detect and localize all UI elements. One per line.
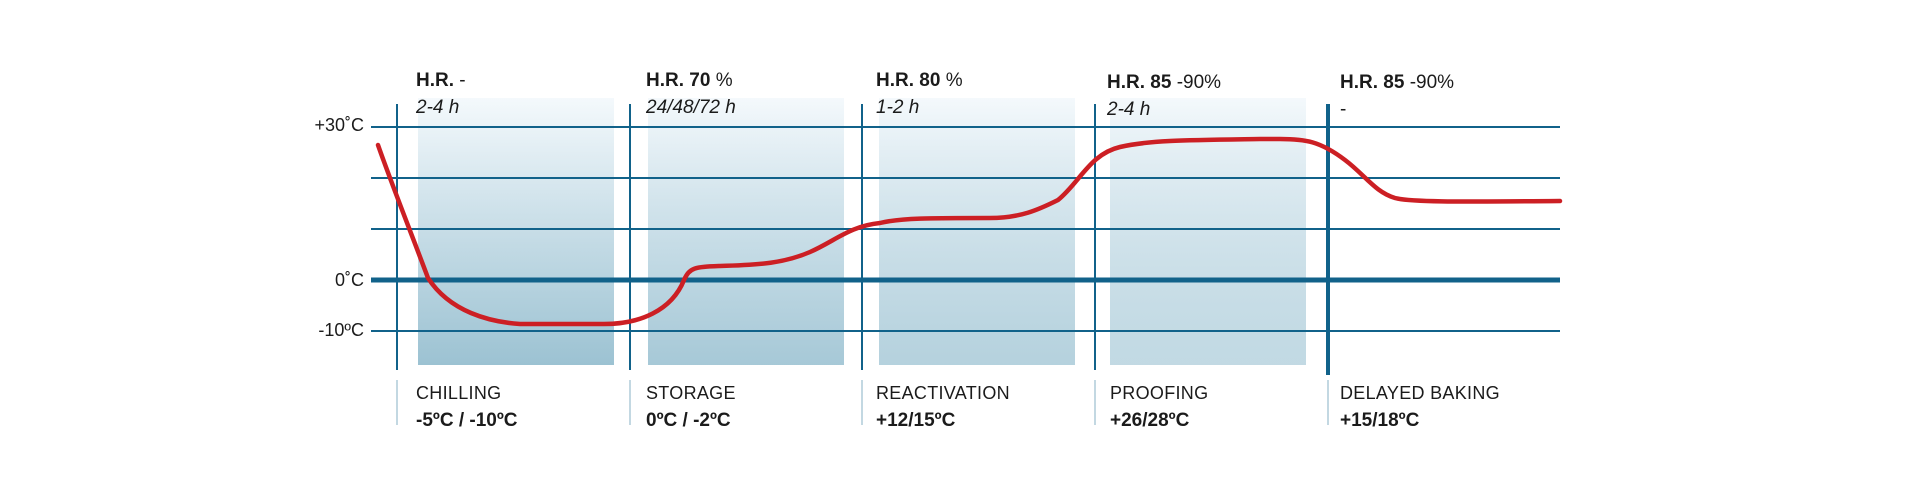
temperature-gridlines — [371, 126, 1560, 332]
phase-storage-humidity: H.R. 70 % — [646, 70, 733, 92]
phase-proofing-duration: 2-4 h — [1107, 99, 1151, 120]
temperature-curve — [375, 136, 1563, 327]
phase-chilling-humidity-label: H.R. — [416, 70, 454, 91]
phase-delayed-baking-humidity-label: H.R. 85 — [1340, 72, 1405, 93]
phase-delayed-baking-humidity: H.R. 85 -90% — [1340, 72, 1454, 94]
phase-proofing-temperature: +26/28ºC — [1110, 410, 1190, 431]
phase-delayed-baking-humidity-value: -90% — [1409, 72, 1455, 93]
phase-delayed-baking-temperature: +15/18ºC — [1340, 410, 1420, 431]
phase-reactivation-shade — [879, 98, 1075, 365]
phase-reactivation-humidity: H.R. 80 % — [876, 70, 963, 92]
phase-delayed-baking-duration: - — [1340, 99, 1347, 120]
phase-reactivation-humidity-value: % — [945, 70, 963, 91]
phase-storage-humidity-label: H.R. 70 — [646, 70, 711, 91]
phase-storage-temperature: 0ºC / -2ºC — [646, 410, 731, 431]
phase-chilling-duration: 2-4 h — [416, 97, 460, 118]
phase-shading — [418, 98, 1306, 365]
phase-proofing-name: PROOFING — [1110, 383, 1209, 403]
phase-chilling-humidity-value: - — [459, 70, 466, 91]
phase-delayed-baking-name: DELAYED BAKING — [1340, 383, 1500, 403]
phase-chilling-temperature: -5ºC / -10ºC — [416, 410, 518, 431]
phase-storage-shade — [648, 98, 844, 365]
phase-proofing-humidity-value: -90% — [1176, 72, 1222, 93]
phase-storage-humidity-value: % — [715, 70, 733, 91]
y-tick-minus10: -10ºC — [318, 320, 364, 340]
y-tick-plus30: +30˚C — [314, 115, 364, 135]
phase-chilling-name: CHILLING — [416, 383, 502, 403]
phase-storage-name: STORAGE — [646, 383, 736, 403]
phase-reactivation-duration: 1-2 h — [876, 97, 920, 118]
phase-chilling-humidity: H.R. - — [416, 70, 466, 92]
phase-storage-duration: 24/48/72 h — [646, 97, 736, 118]
phase-proofing-humidity-label: H.R. 85 — [1107, 72, 1172, 93]
y-tick-zero: 0˚C — [334, 270, 364, 290]
phase-reactivation-temperature: +12/15ºC — [876, 410, 956, 431]
phase-chilling-shade — [418, 98, 614, 365]
phase-reactivation-humidity-label: H.R. 80 — [876, 70, 941, 91]
phase-reactivation-name: REACTIVATION — [876, 383, 1010, 403]
phase-proofing-humidity: H.R. 85 -90% — [1107, 72, 1221, 94]
